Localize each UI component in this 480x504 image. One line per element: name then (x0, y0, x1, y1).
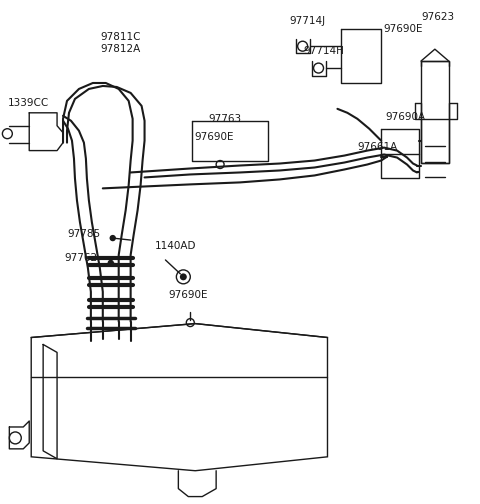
Text: 97714J: 97714J (290, 16, 326, 26)
Text: 97763: 97763 (208, 114, 241, 124)
Text: 97623: 97623 (421, 13, 454, 22)
Circle shape (180, 273, 187, 280)
Circle shape (108, 261, 113, 266)
Circle shape (110, 235, 115, 240)
Text: 97661A: 97661A (357, 142, 397, 152)
Text: 97690A: 97690A (385, 112, 425, 122)
Text: 97811C: 97811C (101, 32, 141, 42)
Text: 97785: 97785 (67, 229, 100, 239)
Text: 97714H: 97714H (304, 46, 345, 56)
Bar (421, 61, 449, 162)
Text: 97812A: 97812A (101, 44, 141, 54)
Text: 97690E: 97690E (194, 132, 234, 142)
Text: 1339CC: 1339CC (7, 98, 48, 108)
Text: 1140AD: 1140AD (155, 241, 196, 251)
Text: 97762: 97762 (64, 253, 97, 263)
Text: 97690E: 97690E (168, 290, 208, 300)
Text: 97690E: 97690E (383, 24, 423, 34)
